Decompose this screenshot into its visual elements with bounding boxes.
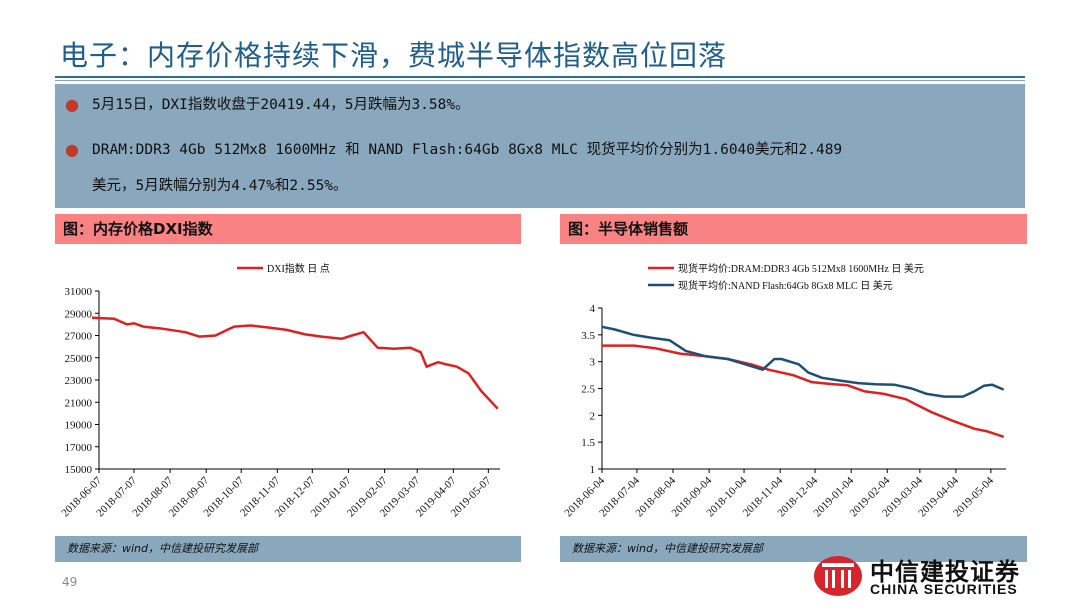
y-tick-label: 21000 bbox=[65, 397, 93, 409]
right-data-source: 数据来源：wind，中信建投研究发展部 bbox=[560, 536, 1027, 562]
memory-price-chart: 11.522.533.542018-06-042018-07-042018-08… bbox=[562, 262, 1006, 519]
page-title: 电子：内存价格持续下滑，费城半导体指数高位回落 bbox=[60, 39, 728, 72]
bullet-2-line1: DRAM:DDR3 4Gb 512Mx8 1600MHz 和 NAND Flas… bbox=[92, 142, 843, 158]
series-line-1 bbox=[602, 344, 1005, 438]
y-tick-label: 3.5 bbox=[581, 330, 595, 342]
y-tick-label: 2 bbox=[590, 410, 596, 422]
series-line-2 bbox=[601, 325, 1005, 398]
title-underline-thin bbox=[55, 80, 1025, 81]
dxi-chart: 15000 17000 19000 21000 23000 25000 27000 29000… bbox=[59, 262, 500, 519]
y-tick-label: 3 bbox=[590, 357, 596, 369]
y-tick-label: 31000 bbox=[65, 286, 93, 298]
company-logo: 中信建投证券 CHINA SECURITIES bbox=[810, 552, 1060, 602]
y-tick-label: 29000 bbox=[65, 308, 93, 320]
y-tick-label: 4 bbox=[590, 303, 596, 315]
legend-label-2: 现货平均价:NAND Flash:64Gb 8Gx8 MLC 日 美元 bbox=[678, 279, 893, 292]
title-underline bbox=[55, 76, 1025, 78]
y-tick-label: 1.5 bbox=[581, 437, 595, 449]
y-tick-label: 2.5 bbox=[581, 384, 595, 396]
y-tick-label: 15000 bbox=[65, 464, 93, 476]
y-tick-label: 1 bbox=[590, 464, 596, 476]
legend-label-1: DXI指数 日 点 bbox=[267, 262, 330, 275]
logo-text-cn: 中信建投证券 bbox=[870, 558, 1020, 586]
legend-label-1: 现货平均价:DRAM:DDR3 4Gb 512Mx8 1600MHz 日 美元 bbox=[678, 262, 924, 275]
y-tick-label: 23000 bbox=[65, 375, 93, 387]
summary-box: ● 5月15日，DXI指数收盘于20419.44，5月跌幅为3.58%。 ● D… bbox=[55, 84, 1025, 208]
bullet-2-line2: 美元，5月跌幅分别为4.47%和2.55%。 bbox=[92, 178, 348, 194]
y-tick-label: 17000 bbox=[65, 442, 93, 454]
logo-text-en: CHINA SECURITIES bbox=[870, 581, 1018, 597]
page-number: 49 bbox=[62, 575, 78, 589]
bullet-marker-icon: ● bbox=[65, 95, 79, 114]
right-chart-title: 图：半导体销售额 bbox=[560, 214, 1027, 244]
left-data-source: 数据来源：wind，中信建投研究发展部 bbox=[55, 536, 521, 562]
y-tick-label: 19000 bbox=[65, 420, 93, 432]
y-tick-label: 25000 bbox=[65, 353, 93, 365]
bullet-1-line1: 5月15日，DXI指数收盘于20419.44，5月跌幅为3.58%。 bbox=[92, 97, 470, 113]
left-chart-title: 图：内存价格DXI指数 bbox=[55, 214, 521, 244]
series-line-1 bbox=[91, 316, 499, 410]
bullet-marker-icon: ● bbox=[65, 140, 79, 159]
y-tick-label: 27000 bbox=[65, 331, 93, 343]
citic-emblem-icon bbox=[814, 556, 862, 596]
